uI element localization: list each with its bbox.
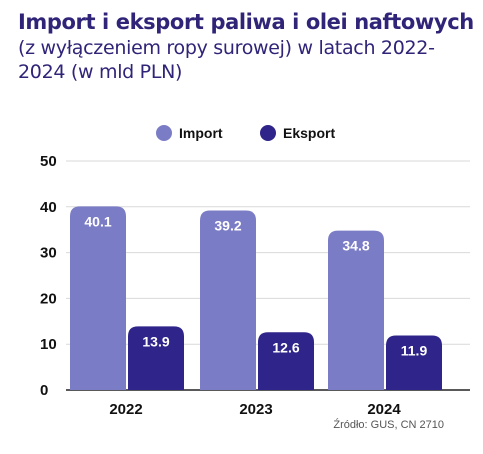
y-tick-label: 50 [40,153,57,170]
x-tick-label: 2023 [239,401,272,418]
y-tick-label: 10 [40,336,57,353]
chart-title-block: Import i eksport paliwa i olei naftowych… [18,8,478,84]
x-tick-label: 2024 [367,401,401,418]
legend-label: Import [179,125,223,141]
y-tick-label: 0 [40,382,48,399]
bar-eksport-2022 [128,326,184,390]
data-label: 12.6 [272,339,299,355]
data-label: 34.8 [342,238,369,254]
x-tick-label: 2022 [109,401,142,418]
bar-import-2023 [200,210,256,390]
data-label: 40.1 [84,213,111,229]
bar-eksport-2024 [386,335,442,390]
data-label: 13.9 [142,333,169,349]
y-tick-label: 20 [40,290,57,307]
y-tick-label: 40 [40,199,57,216]
legend-marker-eksport [260,125,276,141]
bar-import-2022 [70,206,126,390]
data-label: 11.9 [401,342,428,358]
source-note: Źródło: GUS, CN 2710 [333,418,444,431]
y-tick-label: 30 [40,245,57,262]
bar-eksport-2023 [258,332,314,390]
bar-import-2024 [328,230,384,390]
chart-title: Import i eksport paliwa i olei naftowych [18,10,474,34]
data-label: 39.2 [214,217,241,233]
legend-label: Eksport [283,125,335,141]
legend-marker-import [156,125,172,141]
chart-subtitle: (z wyłączeniem ropy surowej) w latach 20… [18,37,435,83]
